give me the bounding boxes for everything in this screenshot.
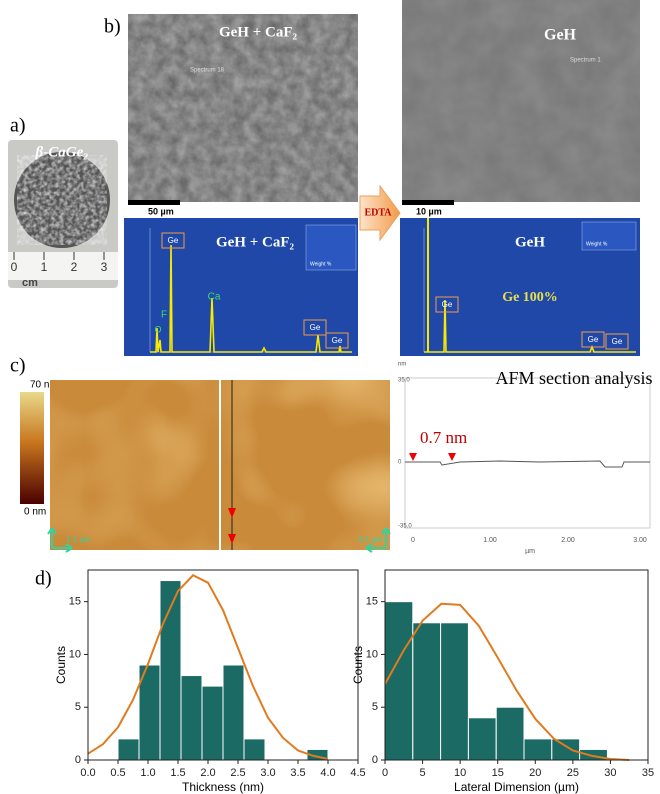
ruler-number: 2 [71, 260, 78, 274]
x-axis-label: Thickness (nm) [182, 780, 264, 794]
x-tick-label: 0 [382, 767, 388, 779]
eds-legend: Weight % [586, 241, 608, 247]
spectrum-label: Spectrum 18 [190, 68, 225, 74]
figure: a) b) c) d) β-CaGe₂ 0 1 2 3 cm GeH + CaF… [0, 0, 660, 794]
step-label: 0.7 nm [420, 428, 467, 447]
bar [441, 623, 469, 760]
afm-scale: 3.1 µm [358, 535, 383, 544]
x-tick-label: 0.5 [110, 767, 125, 779]
y-tick-label: 15 [366, 596, 378, 608]
bar [244, 739, 265, 760]
y-tick-label: 10 [366, 648, 378, 660]
y-tick-label: 5 [75, 701, 81, 713]
color-bar [20, 392, 44, 504]
peak-label: F [161, 310, 167, 321]
peak-label: O [154, 324, 161, 334]
sem-title: GeH [544, 27, 577, 44]
bar [413, 623, 441, 760]
panel-label: c) [10, 355, 26, 377]
x-tick-label: 30 [604, 767, 616, 779]
profile-y-tick: 35.0 [398, 378, 410, 384]
sample-label: β-CaGe₂ [35, 144, 89, 160]
ruler-unit: cm [22, 277, 38, 289]
x-tick-label: 15 [492, 767, 504, 779]
color-bar-label: 0 nm [24, 507, 46, 518]
x-tick-label: 35 [642, 767, 654, 779]
panel-label: b) [104, 16, 121, 38]
peak-label: Ca [208, 292, 221, 303]
arrow-label: EDTA [364, 207, 392, 218]
peak-label: Ge [612, 337, 623, 346]
profile-y-unit: nm [398, 362, 406, 368]
profile-y-tick: 0 [398, 460, 402, 466]
profile-x-tick: 2.00 [561, 537, 575, 544]
profile-x-tick: 1.00 [483, 537, 497, 544]
x-tick-label: 2.0 [200, 767, 215, 779]
y-tick-label: 0 [75, 754, 81, 766]
bar [202, 686, 223, 760]
eds-legend: Weight % [310, 261, 332, 267]
bar [181, 676, 202, 760]
scale-bar [402, 200, 454, 205]
x-tick-label: 0.0 [80, 767, 95, 779]
y-axis-label: Counts [54, 646, 68, 684]
peak-label: Ge [310, 323, 321, 332]
peak-label: Ge [442, 300, 453, 309]
ruler-number: 1 [41, 260, 48, 274]
bar [385, 602, 413, 760]
bar [118, 739, 139, 760]
profile-x-tick: 3.00 [633, 537, 647, 544]
profile-x-tick: 0 [411, 537, 415, 544]
y-tick-label: 15 [69, 596, 81, 608]
sem-image [128, 14, 358, 202]
afm-scale: 1.1 µm [66, 535, 91, 544]
x-tick-label: 2.5 [230, 767, 245, 779]
x-tick-label: 3.5 [290, 767, 305, 779]
eds-title: GeH + CaF₂ [216, 234, 295, 250]
ruler-number: 0 [11, 260, 18, 274]
peak-label: Ge [332, 336, 343, 345]
x-tick-label: 4.5 [350, 767, 365, 779]
x-tick-label: 4.0 [320, 767, 335, 779]
scale-label: 50 µm [148, 206, 174, 216]
bar [524, 739, 552, 760]
y-tick-label: 0 [372, 754, 378, 766]
sem-title: GeH + CaF₂ [219, 24, 298, 40]
x-tick-label: 5 [420, 767, 426, 779]
panel-label: a) [10, 115, 26, 137]
x-tick-label: 1.5 [170, 767, 185, 779]
bar [223, 665, 244, 760]
y-axis-label: Counts [351, 646, 365, 684]
scale-label: 10 µm [416, 206, 442, 216]
spectrum-label: Spectrum 1 [570, 58, 601, 64]
x-tick-label: 1.0 [140, 767, 155, 779]
peak-label: Ge [168, 236, 179, 245]
y-tick-label: 10 [69, 648, 81, 660]
profile-title: AFM section analysis [496, 368, 653, 388]
eds-note: Ge 100% [502, 290, 558, 305]
scale-bar [128, 200, 180, 205]
ruler-number: 3 [101, 260, 108, 274]
bar [496, 707, 524, 760]
panel-label: d) [35, 568, 52, 590]
x-tick-label: 10 [454, 767, 466, 779]
profile-y-tick: -35.0 [398, 524, 412, 530]
x-tick-label: 20 [529, 767, 541, 779]
x-tick-label: 25 [567, 767, 579, 779]
afm-image [48, 380, 390, 552]
bar [552, 739, 580, 760]
sem-image [402, 0, 640, 202]
x-axis-label: Lateral Dimension (µm) [454, 780, 579, 794]
profile-x-unit: µm [525, 548, 535, 555]
y-tick-label: 5 [372, 701, 378, 713]
afm-profile [405, 378, 650, 528]
peak-label: Ge [588, 335, 599, 344]
bar [468, 718, 496, 760]
x-tick-label: 3.0 [260, 767, 275, 779]
eds-title: GeH [515, 234, 545, 250]
